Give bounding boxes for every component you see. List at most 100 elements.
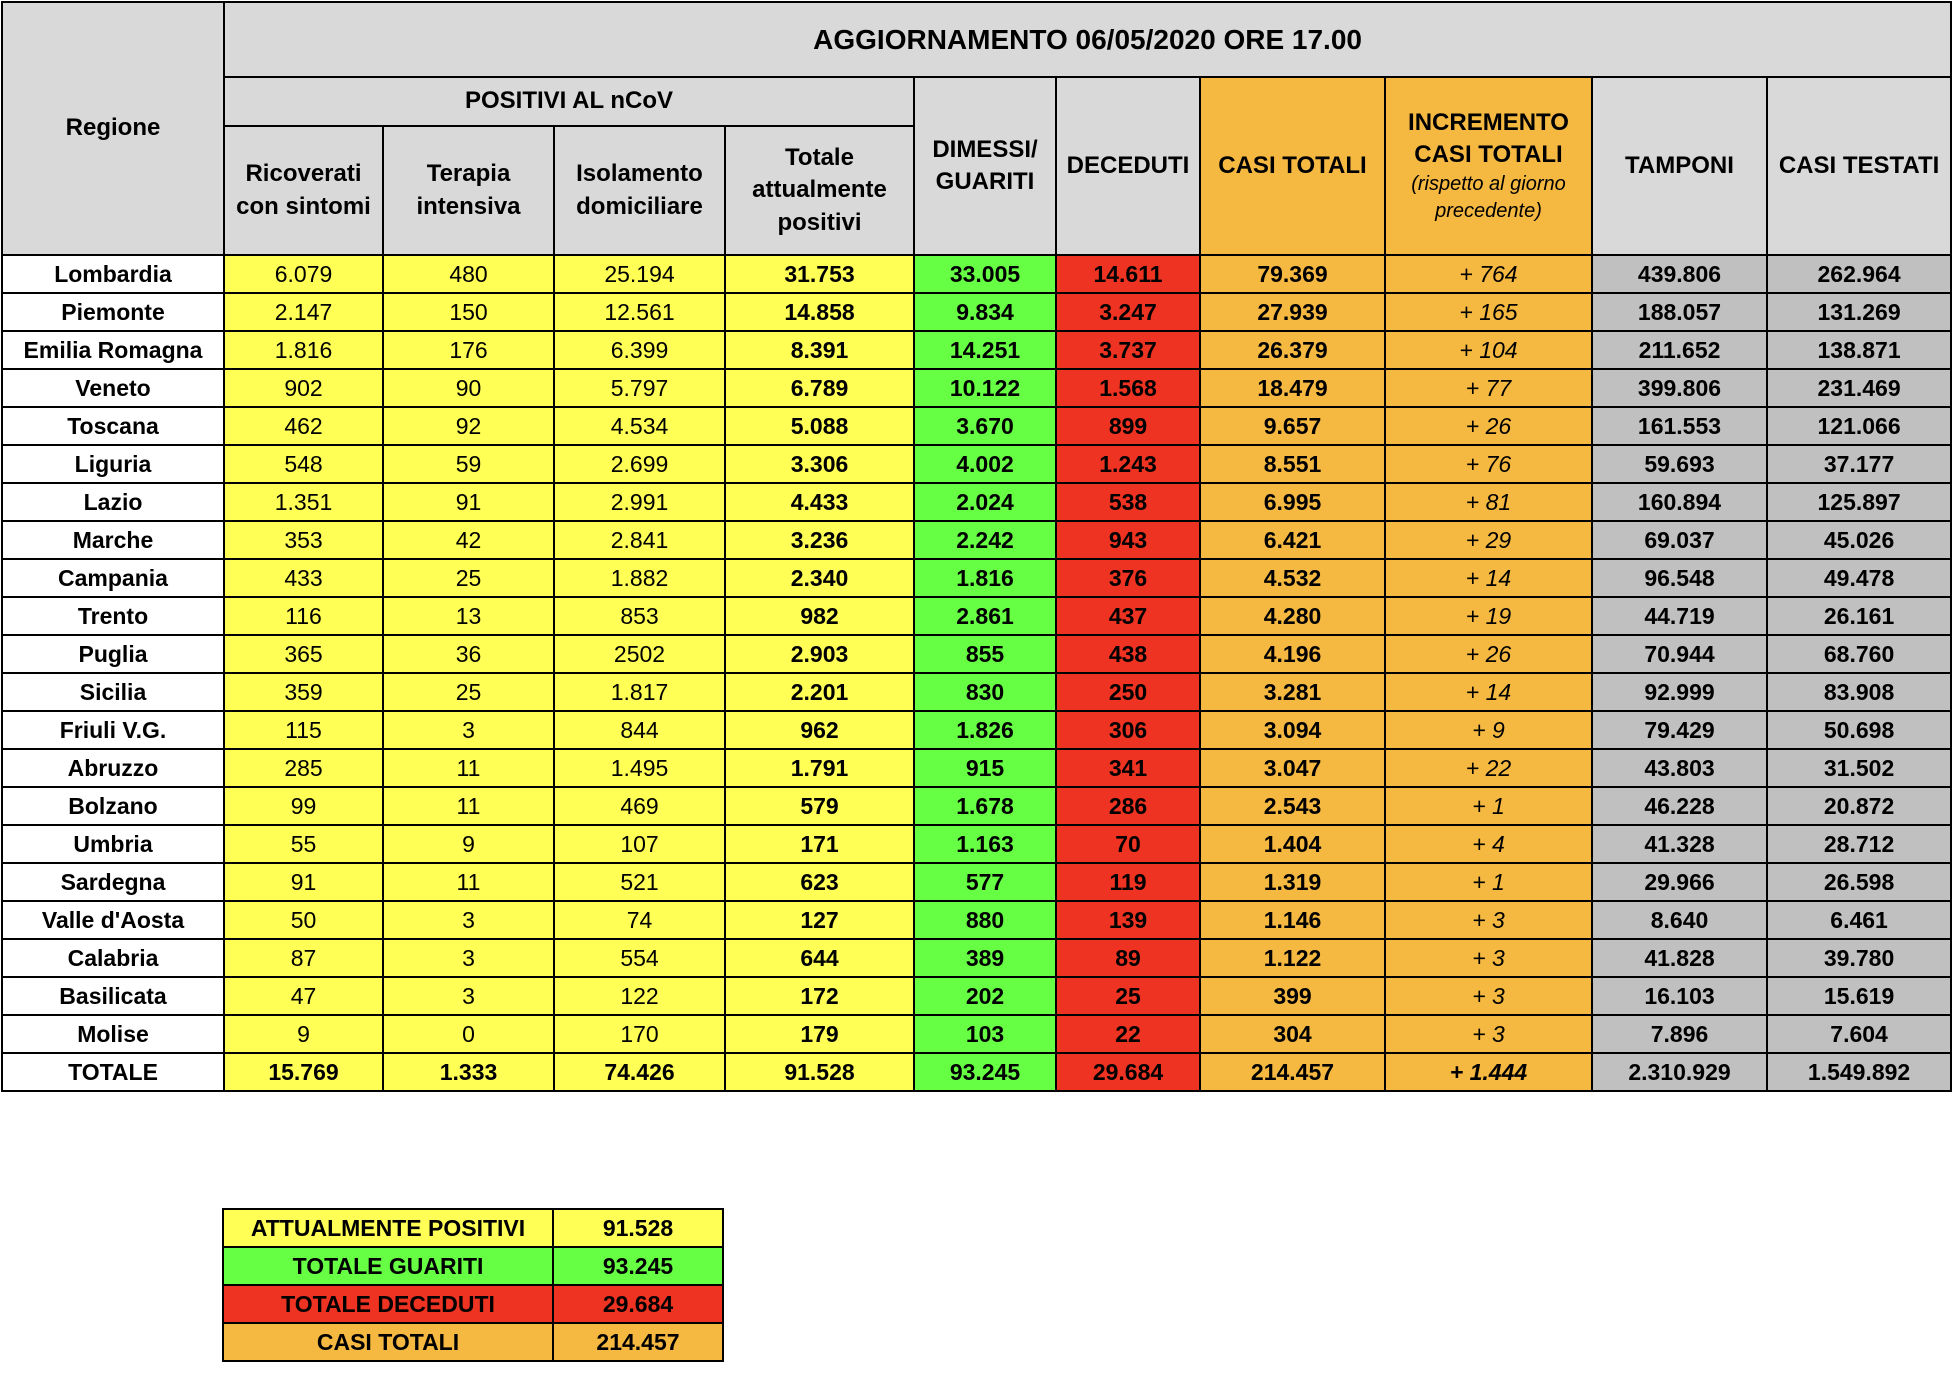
cell: 4.532 [1199, 558, 1386, 598]
cell: 116 [223, 596, 384, 636]
cell: 25 [382, 558, 555, 598]
column-header-text: INCREMENTO CASI TOTALI [1408, 108, 1569, 168]
cell: 13 [382, 596, 555, 636]
region-name: Bolzano [1, 786, 225, 826]
cell: 70.944 [1591, 634, 1768, 674]
total-label: TOTALE [1, 1052, 225, 1092]
cell: 125.897 [1765, 482, 1952, 522]
cell: 44.719 [1591, 596, 1768, 636]
cell: 11 [382, 862, 555, 902]
cell: 3.737 [1055, 330, 1201, 370]
cell: 3.247 [1055, 292, 1201, 332]
cell: 399.806 [1591, 368, 1768, 408]
data-row: Umbria 55 9 107 171 1.163 70 1.404 + 4 41.328 28.7… [1, 824, 1952, 864]
cell: 171 [724, 824, 915, 864]
cell: 5.797 [553, 368, 726, 408]
column-header: Terapia intensiva [382, 125, 555, 256]
total-cell: 1.549.892 [1765, 1052, 1952, 1092]
cell: 59.693 [1591, 444, 1768, 484]
total-row: TOTALE 15.769 1.333 74.426 91.528 93.245 29.68… [1, 1052, 1952, 1092]
cell: 943 [1055, 520, 1201, 560]
region-name: Abruzzo [1, 748, 225, 788]
cell: 41.828 [1591, 938, 1768, 978]
column-header: Ricoverati con sintomi [223, 125, 384, 256]
cell: 27.939 [1199, 292, 1386, 332]
cell: 1.791 [724, 748, 915, 788]
cell: 49.478 [1765, 558, 1952, 598]
total-cell: 2.310.929 [1591, 1052, 1768, 1092]
cell: 11 [382, 786, 555, 826]
region-name: Molise [1, 1014, 225, 1054]
cell: 25 [382, 672, 555, 712]
cell: 127 [724, 900, 915, 940]
cell: 91 [223, 862, 384, 902]
cell: 1.678 [913, 786, 1057, 826]
cell: 50.698 [1765, 710, 1952, 750]
summary-row: ATTUALMENTE POSITIVI 91.528 [222, 1208, 724, 1248]
cell: 623 [724, 862, 915, 902]
header-row: Ricoverati con sintomi Terapia intensiva I… [2, 125, 1951, 256]
cell: 103 [913, 1014, 1057, 1054]
region-name: Campania [1, 558, 225, 598]
cell: + 3 [1384, 976, 1593, 1016]
cell: 8.640 [1591, 900, 1768, 940]
cell: 538 [1055, 482, 1201, 522]
cell: 8.391 [724, 330, 915, 370]
total-cell: 1.333 [382, 1052, 555, 1092]
summary-label: TOTALE GUARITI [222, 1246, 554, 1286]
header-row: POSITIVI AL nCoV DIMESSI/ GUARITI DECEDUTI… [2, 76, 1952, 256]
cell: 29.966 [1591, 862, 1768, 902]
cell: 122 [553, 976, 726, 1016]
cell: + 1 [1384, 786, 1593, 826]
cell: 26.161 [1765, 596, 1952, 636]
cell: + 104 [1384, 330, 1593, 370]
data-row: Emilia Romagna 1.816 176 6.399 8.391 14.251 3.… [1, 330, 1952, 370]
cell: 43.803 [1591, 748, 1768, 788]
data-row: Lombardia 6.079 480 25.194 31.753 33.005 14.61… [1, 254, 1952, 294]
title: AGGIORNAMENTO 06/05/2020 ORE 17.00 [222, 1, 1952, 78]
cell: + 76 [1384, 444, 1593, 484]
cell: 10.122 [913, 368, 1057, 408]
cell: + 26 [1384, 634, 1593, 674]
region-name: Sicilia [1, 672, 225, 712]
cell: 25.194 [553, 254, 726, 294]
cell: 899 [1055, 406, 1201, 446]
total-cell: 91.528 [724, 1052, 915, 1092]
cell: 469 [553, 786, 726, 826]
summary-row: TOTALE GUARITI 93.245 [222, 1246, 724, 1286]
cell: 6.421 [1199, 520, 1386, 560]
cell: 480 [382, 254, 555, 294]
cell: 3 [382, 976, 555, 1016]
summary-row: TOTALE DECEDUTI 29.684 [222, 1284, 724, 1324]
cell: 25 [1055, 976, 1201, 1016]
cell: 42 [382, 520, 555, 560]
region-name: Sardegna [1, 862, 225, 902]
region-name: Toscana [1, 406, 225, 446]
cell: 579 [724, 786, 915, 826]
cell: 376 [1055, 558, 1201, 598]
cell: 6.995 [1199, 482, 1386, 522]
cell: 131.269 [1765, 292, 1952, 332]
cell: + 165 [1384, 292, 1593, 332]
cell: 161.553 [1591, 406, 1768, 446]
cell: 304 [1199, 1014, 1386, 1054]
total-cell: 74.426 [553, 1052, 726, 1092]
cell: 4.002 [913, 444, 1057, 484]
cell: + 81 [1384, 482, 1593, 522]
summary-label: TOTALE DECEDUTI [222, 1284, 554, 1324]
summary-value: 93.245 [552, 1246, 724, 1286]
cell: 150 [382, 292, 555, 332]
cell: 9.657 [1199, 406, 1386, 446]
region-name: Valle d'Aosta [1, 900, 225, 940]
cell: 880 [913, 900, 1057, 940]
cell: 285 [223, 748, 384, 788]
summary-row: CASI TOTALI 214.457 [222, 1322, 724, 1362]
cell: 844 [553, 710, 726, 750]
data-row: Bolzano 99 11 469 579 1.678 286 2.543 + 1 46.228 2… [1, 786, 1952, 826]
cell: 1.816 [913, 558, 1057, 598]
covid-table: Regione AGGIORNAMENTO 06/05/2020 ORE 17.0… [1, 1, 1952, 1092]
cell: 521 [553, 862, 726, 902]
cell: 3.236 [724, 520, 915, 560]
cell: 6.789 [724, 368, 915, 408]
data-row: Veneto 902 90 5.797 6.789 10.122 1.568 18.479 + … [1, 368, 1952, 408]
